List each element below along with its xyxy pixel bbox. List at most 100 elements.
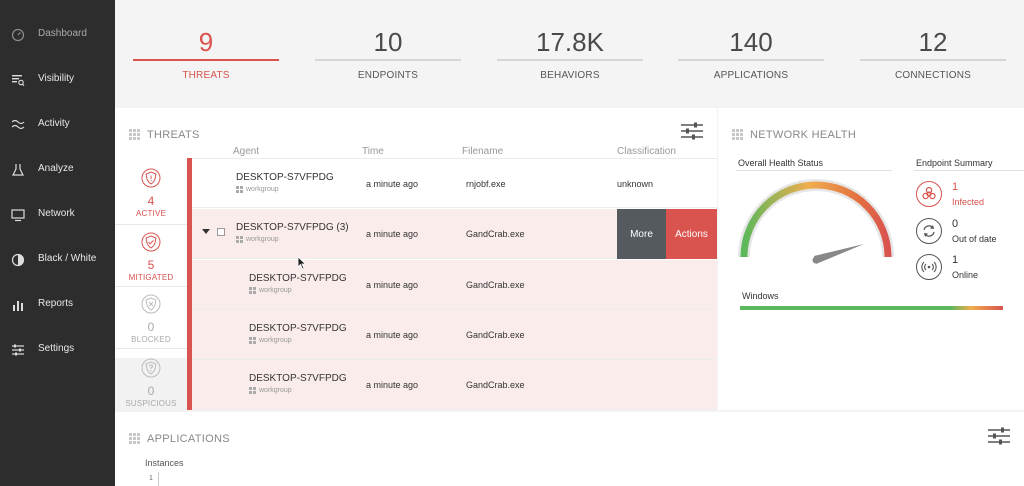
agent-group: workgroup <box>249 287 292 294</box>
threats-panel: THREATS Agent Time Filename Classificati… <box>115 108 717 412</box>
agent-group: workgroup <box>249 387 292 394</box>
chart-y-label: Instances <box>145 458 184 468</box>
filter-settings-icon[interactable] <box>681 122 703 140</box>
stat-endpoints[interactable]: 10 ENDPOINTS <box>315 26 461 81</box>
stats-bar: 9 THREATS 10 ENDPOINTS 17.8K BEHAVIORS 1… <box>115 0 1024 106</box>
stat-behaviors[interactable]: 17.8K BEHAVIORS <box>497 26 643 81</box>
column-header-filename[interactable]: Filename <box>462 146 504 157</box>
applications-panel: APPLICATIONS Instances 1 <box>115 412 1024 486</box>
grid-icon <box>129 433 140 444</box>
table-row[interactable]: DESKTOP-S7VFPDG workgroup a minute ago G… <box>192 310 717 360</box>
stat-label: ENDPOINTS <box>357 70 419 81</box>
sidebar-item-black-white[interactable]: Black / White <box>0 245 115 275</box>
online-count: 1 <box>952 254 959 266</box>
row-time: a minute ago <box>366 280 419 290</box>
category-label: SUSPICIOUS <box>125 399 177 408</box>
category-suspicious[interactable]: 0 SUSPICIOUS <box>115 358 187 412</box>
category-mitigated[interactable]: 5 MITIGATED <box>115 232 187 282</box>
more-button[interactable]: More <box>617 209 666 259</box>
visibility-icon <box>10 72 26 88</box>
biohazard-icon <box>916 181 942 207</box>
category-label: BLOCKED <box>131 335 171 344</box>
shield-question-icon <box>141 358 161 378</box>
out-of-date-count: 0 <box>952 218 959 230</box>
out-of-date-label: Out of date <box>952 234 997 244</box>
stat-value: 140 <box>729 27 773 57</box>
table-row[interactable]: DESKTOP-S7VFPDG workgroup a minute ago r… <box>192 158 717 208</box>
sidebar-item-visibility[interactable]: Visibility <box>0 65 115 95</box>
category-count: 0 <box>147 384 155 398</box>
divider <box>115 224 187 225</box>
row-checkbox[interactable] <box>217 228 225 236</box>
row-filename: GandCrab.exe <box>466 330 525 340</box>
applications-title: APPLICATIONS <box>147 433 230 445</box>
category-label: MITIGATED <box>128 273 174 282</box>
category-count: 5 <box>147 258 155 272</box>
category-count: 0 <box>147 320 155 334</box>
agent-name: DESKTOP-S7VFPDG <box>249 323 347 334</box>
stat-label: CONNECTIONS <box>894 70 972 81</box>
sidebar-item-reports[interactable]: Reports <box>0 290 115 320</box>
endpoint-summary-label: Endpoint Summary <box>916 158 993 168</box>
stat-value: 10 <box>373 27 403 57</box>
agent-name: DESKTOP-S7VFPDG <box>236 172 334 183</box>
filter-settings-icon[interactable] <box>988 427 1010 445</box>
os-health-bar <box>740 306 1003 310</box>
sidebar-item-network[interactable]: Network <box>0 200 115 230</box>
sidebar-item-label: Visibility <box>38 73 74 84</box>
sidebar-item-label: Activity <box>38 118 70 129</box>
stat-connections[interactable]: 12 CONNECTIONS <box>860 26 1006 81</box>
row-filename: rnjobf.exe <box>466 179 506 189</box>
actions-button[interactable]: Actions <box>666 209 717 259</box>
os-label: Windows <box>742 291 779 301</box>
windows-icon <box>236 236 243 243</box>
stat-threats[interactable]: 9 THREATS <box>133 26 279 81</box>
expand-caret-icon[interactable] <box>202 229 210 234</box>
windows-icon <box>249 337 256 344</box>
analyze-icon <box>10 162 26 178</box>
overall-health-label: Overall Health Status <box>738 158 824 168</box>
grid-icon <box>129 129 140 140</box>
reports-icon <box>10 297 26 313</box>
row-filename: GandCrab.exe <box>466 380 525 390</box>
shield-alert-icon <box>141 168 161 188</box>
sidebar-item-label: Network <box>38 208 75 219</box>
windows-icon <box>236 186 243 193</box>
windows-icon <box>249 387 256 394</box>
divider <box>736 170 892 171</box>
stat-underline <box>860 59 1006 61</box>
stat-label: THREATS <box>182 70 230 81</box>
y-axis <box>158 472 159 486</box>
gauge-needle <box>814 244 864 264</box>
sidebar-item-label: Analyze <box>38 163 74 174</box>
sidebar-item-label: Settings <box>38 343 75 354</box>
sidebar-item-label: Dashboard <box>38 28 87 39</box>
sidebar-item-dashboard[interactable]: Dashboard <box>0 20 115 50</box>
row-classification: unknown <box>617 179 654 189</box>
stat-value: 17.8K <box>536 27 604 57</box>
y-tick-label: 1 <box>149 475 153 482</box>
table-row[interactable]: DESKTOP-S7VFPDG workgroup a minute ago G… <box>192 360 717 410</box>
column-header-classification[interactable]: Classification <box>617 146 676 157</box>
category-active[interactable]: 4 ACTIVE <box>115 168 187 218</box>
agent-name: DESKTOP-S7VFPDG <box>249 373 347 384</box>
threats-title: THREATS <box>147 129 200 141</box>
stat-applications[interactable]: 140 APPLICATIONS <box>678 26 824 81</box>
row-filename: GandCrab.exe <box>466 229 525 239</box>
table-row[interactable]: DESKTOP-S7VFPDG workgroup a minute ago G… <box>192 260 717 310</box>
sidebar-item-analyze[interactable]: Analyze <box>0 155 115 185</box>
category-label: ACTIVE <box>135 209 167 218</box>
agent-group: workgroup <box>236 236 279 243</box>
category-blocked[interactable]: 0 BLOCKED <box>115 294 187 344</box>
category-count: 4 <box>147 194 155 208</box>
column-header-agent[interactable]: Agent <box>233 146 260 157</box>
agent-name: DESKTOP-S7VFPDG <box>249 273 347 284</box>
table-row-group[interactable]: DESKTOP-S7VFPDG (3) workgroup a minute a… <box>192 209 717 259</box>
sidebar-item-settings[interactable]: Settings <box>0 335 115 365</box>
network-icon <box>10 207 26 223</box>
activity-icon <box>10 117 26 133</box>
row-time: a minute ago <box>366 229 419 239</box>
column-header-time[interactable]: Time <box>362 146 384 157</box>
sidebar-item-activity[interactable]: Activity <box>0 110 115 140</box>
agent-group: workgroup <box>249 337 292 344</box>
